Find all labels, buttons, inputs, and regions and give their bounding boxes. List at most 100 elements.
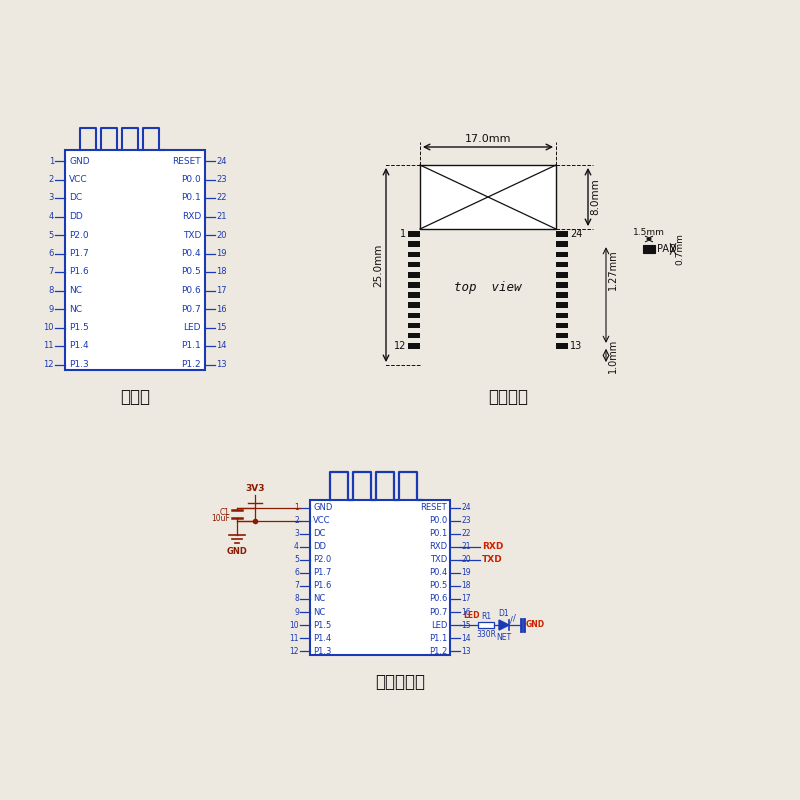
Text: 2: 2	[49, 175, 54, 184]
Text: P2.0: P2.0	[69, 230, 89, 239]
Text: 2: 2	[294, 516, 299, 526]
Text: 3V3: 3V3	[246, 484, 265, 493]
Bar	[408, 262, 420, 267]
Text: 21: 21	[216, 212, 226, 221]
Text: 1: 1	[294, 503, 299, 512]
Bar	[408, 322, 420, 328]
Text: P0.6: P0.6	[182, 286, 201, 295]
Text: C1: C1	[220, 508, 230, 517]
Text: D1: D1	[498, 609, 510, 618]
Bar	[408, 313, 420, 318]
Text: P1.1: P1.1	[182, 342, 201, 350]
Text: 元件图: 元件图	[120, 388, 150, 406]
Text: 13: 13	[570, 341, 582, 351]
Text: 23: 23	[461, 516, 470, 526]
Text: RESET: RESET	[420, 503, 447, 512]
Bar	[408, 251, 420, 258]
Text: GND: GND	[69, 157, 90, 166]
Bar	[408, 292, 420, 298]
Bar	[556, 251, 568, 258]
Text: 4: 4	[49, 212, 54, 221]
Text: 12: 12	[394, 341, 406, 351]
Text: RXD: RXD	[429, 542, 447, 551]
Text: 1.0mm: 1.0mm	[608, 338, 618, 373]
Text: 24: 24	[570, 229, 582, 239]
Text: 13: 13	[216, 360, 226, 369]
Text: TXD: TXD	[482, 555, 502, 564]
Text: P1.2: P1.2	[182, 360, 201, 369]
Text: 17: 17	[216, 286, 226, 295]
Text: DD: DD	[69, 212, 82, 221]
Text: 9: 9	[294, 607, 299, 617]
Bar	[408, 242, 420, 247]
Text: top  view: top view	[454, 281, 522, 294]
Text: NC: NC	[69, 305, 82, 314]
Text: P0.6: P0.6	[429, 594, 447, 603]
Text: P1.6: P1.6	[69, 267, 89, 277]
Text: RXD: RXD	[482, 542, 503, 551]
Text: 18: 18	[461, 582, 470, 590]
Bar	[408, 302, 420, 308]
Text: PAD: PAD	[657, 244, 677, 254]
Bar	[556, 302, 568, 308]
Text: DD: DD	[313, 542, 326, 551]
Text: 24: 24	[461, 503, 470, 512]
Text: 19: 19	[461, 569, 470, 578]
Text: 25.0mm: 25.0mm	[373, 243, 383, 286]
Text: P0.5: P0.5	[182, 267, 201, 277]
Text: NET: NET	[497, 633, 511, 642]
Text: 9: 9	[49, 305, 54, 314]
Text: 5: 5	[49, 230, 54, 239]
Text: 8.0mm: 8.0mm	[590, 178, 600, 215]
Text: P0.4: P0.4	[429, 569, 447, 578]
Text: 15: 15	[461, 621, 470, 630]
Text: 3: 3	[49, 194, 54, 202]
Bar	[556, 282, 568, 288]
Text: 8: 8	[49, 286, 54, 295]
Text: 7: 7	[49, 267, 54, 277]
Text: 22: 22	[461, 530, 470, 538]
Text: 1: 1	[400, 229, 406, 239]
Text: 11: 11	[43, 342, 54, 350]
Text: P0.0: P0.0	[182, 175, 201, 184]
Text: P0.5: P0.5	[429, 582, 447, 590]
Text: DC: DC	[313, 530, 326, 538]
Text: 1.5mm: 1.5mm	[633, 228, 665, 237]
Bar	[310, 500, 450, 655]
Text: P2.0: P2.0	[313, 555, 331, 564]
Text: 14: 14	[461, 634, 470, 642]
Text: VCC: VCC	[313, 516, 330, 526]
Text: TXD: TXD	[430, 555, 447, 564]
Text: 21: 21	[461, 542, 470, 551]
Text: 12: 12	[290, 646, 299, 656]
Text: P1.1: P1.1	[429, 634, 447, 642]
Text: 10uF: 10uF	[211, 514, 230, 522]
Text: P0.0: P0.0	[429, 516, 447, 526]
Bar	[408, 272, 420, 278]
Text: P1.7: P1.7	[313, 569, 331, 578]
Text: P1.4: P1.4	[313, 634, 331, 642]
Text: P0.7: P0.7	[182, 305, 201, 314]
Text: 推荐封装: 推荐封装	[488, 388, 528, 406]
Text: 20: 20	[216, 230, 226, 239]
Text: 22: 22	[216, 194, 226, 202]
Text: 18: 18	[216, 267, 226, 277]
Bar	[408, 343, 420, 349]
Text: 17: 17	[461, 594, 470, 603]
Bar	[556, 322, 568, 328]
Text: 14: 14	[216, 342, 226, 350]
Text: P0.7: P0.7	[429, 607, 447, 617]
Text: 1.27mm: 1.27mm	[608, 250, 618, 290]
Bar	[556, 313, 568, 318]
Text: /: /	[513, 614, 516, 622]
Text: P0.1: P0.1	[182, 194, 201, 202]
Text: 13: 13	[461, 646, 470, 656]
Text: 6: 6	[49, 249, 54, 258]
Text: 20: 20	[461, 555, 470, 564]
Text: P1.2: P1.2	[429, 646, 447, 656]
Text: 6: 6	[294, 569, 299, 578]
Text: R1: R1	[481, 612, 491, 621]
Text: NC: NC	[313, 594, 326, 603]
Text: P1.3: P1.3	[313, 646, 331, 656]
Text: DC: DC	[69, 194, 82, 202]
